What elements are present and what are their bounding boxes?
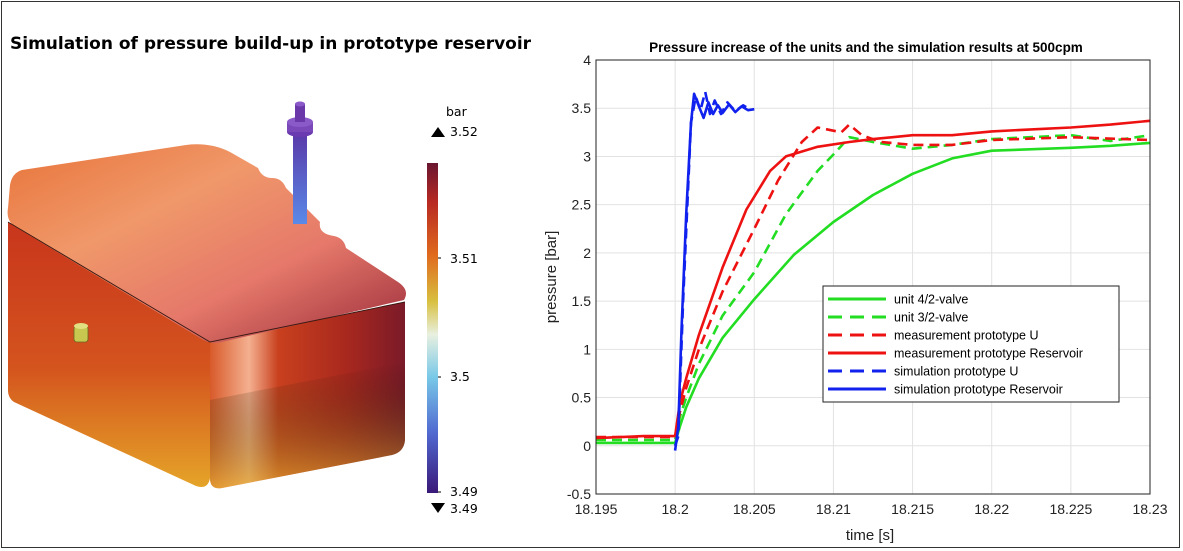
chart-series xyxy=(595,90,1151,451)
plot-area-border xyxy=(595,59,1151,495)
x-tick-label: 18.22 xyxy=(974,501,1009,517)
x-tick-label: 18.225 xyxy=(1049,501,1092,517)
y-tick-label: 1.5 xyxy=(572,293,592,309)
colorbar-unit: bar xyxy=(446,104,468,119)
box-side-shade xyxy=(210,362,405,489)
x-tick-label: 18.23 xyxy=(1132,501,1167,517)
series-line-5 xyxy=(673,92,755,451)
legend-label-1: unit 3/2-valve xyxy=(894,311,968,325)
y-tick-label: -0.5 xyxy=(567,486,591,502)
x-tick-label: 18.195 xyxy=(575,501,618,517)
colorbar-tick-label: 3.49 xyxy=(450,484,478,499)
side-port-top xyxy=(74,323,88,329)
chart-ticks: 18.195 18.2 18.205 18.21 18.215 18.22 18.225 18… xyxy=(567,52,1168,517)
x-tick-label: 18.21 xyxy=(816,501,851,517)
legend-label-4: simulation prototype U xyxy=(894,365,1018,379)
y-tick-label: 0.5 xyxy=(572,390,592,406)
legend-label-2: measurement prototype U xyxy=(894,329,1039,343)
y-tick-label: 1 xyxy=(583,341,591,357)
box-top-face xyxy=(7,144,406,343)
box-front-face xyxy=(8,222,210,487)
colorbar-min-arrow-icon xyxy=(431,503,445,513)
pipe xyxy=(293,132,307,224)
y-tick-label: 2 xyxy=(583,245,591,261)
colorbar-tick-label: 3.5 xyxy=(450,369,470,384)
chart-legend: unit 4/2-valve unit 3/2-valve measurement … xyxy=(822,285,1120,403)
x-tick-label: 18.215 xyxy=(891,501,934,517)
y-tick-label: 4 xyxy=(583,52,591,68)
series-line-2 xyxy=(596,123,1151,439)
series-line-3 xyxy=(595,119,1151,440)
y-tick-label: 0 xyxy=(583,438,591,454)
colorbar-min-label: 3.49 xyxy=(450,501,478,516)
colorbar-max-arrow-icon xyxy=(431,127,445,137)
y-tick-label: 3.5 xyxy=(572,100,592,116)
legend-label-3: measurement prototype Reservoir xyxy=(894,347,1083,361)
y-axis-label: pressure [bar] xyxy=(543,231,560,324)
legend-box xyxy=(822,285,1120,403)
simulation-title: Simulation of pressure build-up in proto… xyxy=(10,34,532,54)
simulation-render: bar 3.52 3.51 3.5 3.49 3.49 xyxy=(7,101,478,516)
colorbar-max-label: 3.52 xyxy=(450,124,478,139)
pipe-stub xyxy=(295,104,305,122)
y-tick-label: 2.5 xyxy=(572,197,592,213)
x-tick-label: 18.205 xyxy=(733,501,776,517)
chart-title: Pressure increase of the units and the s… xyxy=(649,40,1083,55)
legend-label-5: simulation prototype Reservoir xyxy=(894,383,1063,397)
legend-label-0: unit 4/2-valve xyxy=(894,293,968,307)
x-tick-label: 18.2 xyxy=(662,501,689,517)
box-lid-seam xyxy=(7,221,406,343)
colorbar xyxy=(427,163,438,493)
pipe-stub-top xyxy=(295,101,305,107)
x-axis-label: time [s] xyxy=(846,527,894,544)
y-tick-label: 3 xyxy=(583,148,591,164)
colorbar-tick-label: 3.51 xyxy=(450,251,478,266)
series-line-4 xyxy=(673,90,752,447)
